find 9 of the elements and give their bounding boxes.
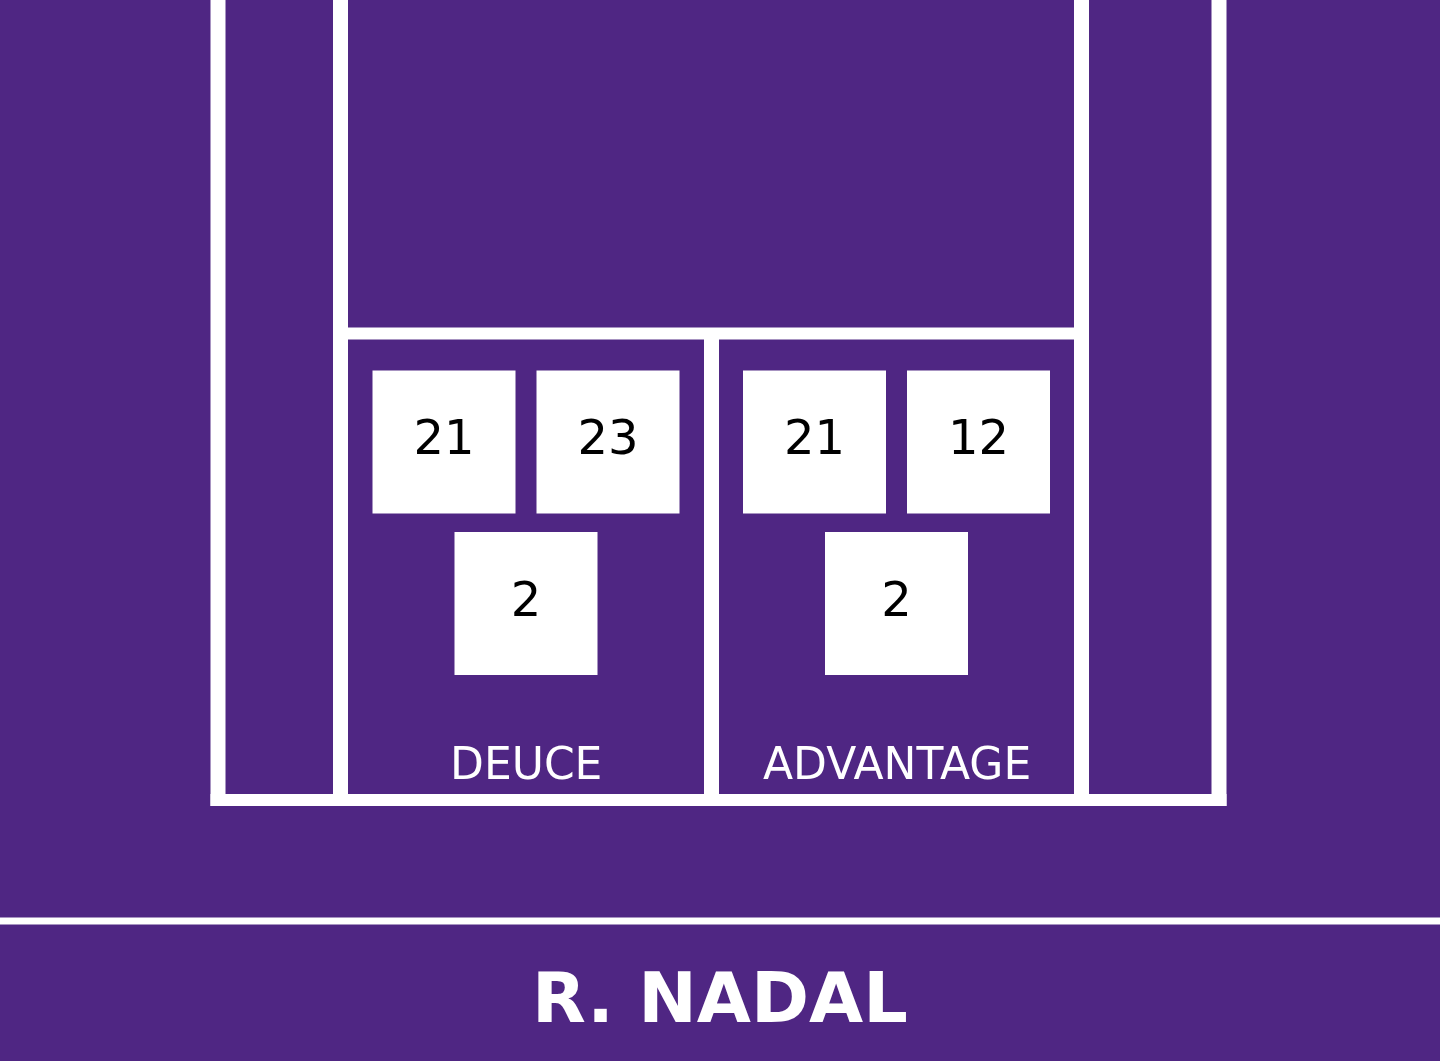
text: R. NADAL — [532, 957, 908, 1039]
data-label: 23 — [577, 409, 639, 465]
data-label: 21 — [783, 409, 846, 465]
data-label: 2 — [881, 570, 912, 627]
data-label: 2 — [510, 570, 542, 627]
category-label: ADVANTAGE — [763, 738, 1032, 789]
data-label: 21 — [413, 409, 475, 465]
category-label: DEUCE — [450, 738, 603, 789]
data-label: 12 — [947, 409, 1010, 465]
